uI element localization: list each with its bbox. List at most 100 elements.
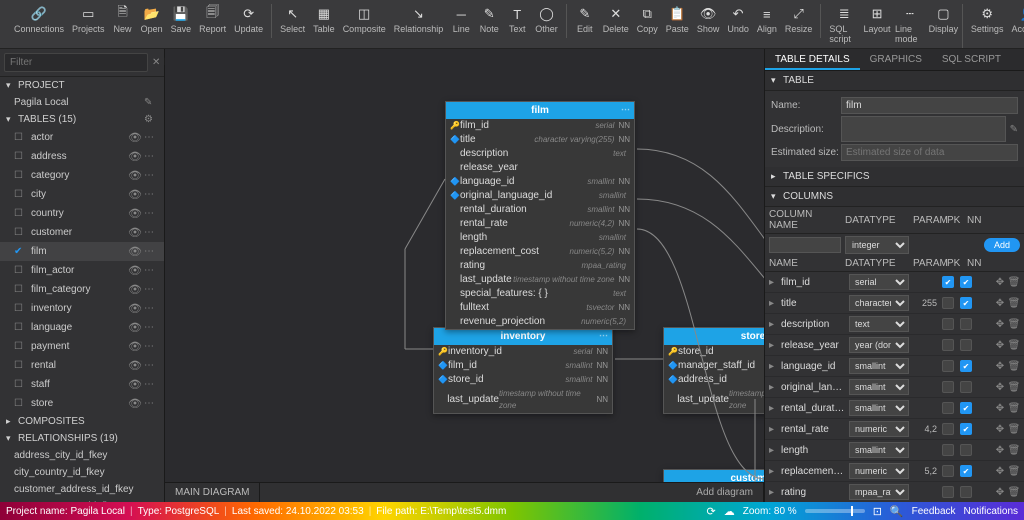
column-row[interactable]: rental_durationsmallintNN	[446, 203, 634, 217]
checkbox-icon[interactable]: ☐	[14, 379, 28, 391]
visibility-icon[interactable]: 👁	[128, 397, 144, 410]
delete-icon[interactable]: 🗑	[1008, 360, 1020, 372]
table-language[interactable]: ☐language👁⋯	[0, 318, 164, 337]
visibility-icon[interactable]: 👁	[128, 283, 144, 296]
update-button[interactable]: ⟳Update	[230, 4, 267, 38]
more-icon[interactable]: ⋯	[144, 303, 158, 314]
pk-checkbox[interactable]	[941, 318, 955, 330]
zoom-slider[interactable]	[805, 509, 865, 513]
delete-icon[interactable]: 🗑	[1008, 381, 1020, 393]
checkbox-icon[interactable]: ☐	[14, 208, 28, 220]
move-icon[interactable]: ✥	[994, 402, 1006, 414]
delete-icon[interactable]: 🗑	[1008, 465, 1020, 477]
other-button[interactable]: ◯Other	[531, 4, 562, 38]
new-col-type[interactable]: integer	[845, 236, 909, 254]
section-columns[interactable]: ▾COLUMNS	[765, 187, 1024, 207]
col-type-select[interactable]: year (domain)	[849, 337, 909, 353]
col-rental_duration[interactable]: ▸rental_durationsmallint✥🗑	[765, 398, 1024, 419]
checkbox-icon[interactable]: ✔	[14, 246, 28, 258]
visibility-icon[interactable]: 👁	[128, 245, 144, 258]
move-icon[interactable]: ✥	[994, 381, 1006, 393]
table-payment[interactable]: ☐payment👁⋯	[0, 337, 164, 356]
nn-checkbox[interactable]	[959, 276, 973, 288]
column-row[interactable]: 🔷titlecharacter varying(255)NN	[446, 133, 634, 147]
col-rental_rate[interactable]: ▸rental_ratenumeric4,2✥🗑	[765, 419, 1024, 440]
entity-header[interactable]: inventory⋯	[434, 328, 612, 345]
pk-checkbox[interactable]	[941, 276, 955, 288]
col-film_id[interactable]: ▸film_idserial✥🗑	[765, 272, 1024, 293]
more-icon[interactable]: ⋯	[144, 265, 158, 276]
column-row[interactable]: 🔷store_idsmallintNN	[434, 373, 612, 387]
filter-input[interactable]	[4, 53, 148, 72]
rel-city_country_id_fkey[interactable]: city_country_id_fkey	[0, 464, 164, 481]
column-row[interactable]: last_updatetimestamp without time zoneNN	[446, 273, 634, 287]
visibility-icon[interactable]: 👁	[128, 188, 144, 201]
nn-checkbox[interactable]	[959, 423, 973, 435]
props-tab-0[interactable]: TABLE DETAILS	[765, 49, 860, 70]
column-row[interactable]: fulltexttsvectorNN	[446, 301, 634, 315]
project-name[interactable]: Pagila Local✎	[0, 94, 164, 111]
column-row[interactable]: 🔷original_language_idsmallint	[446, 189, 634, 203]
display-button[interactable]: ▢Display	[929, 4, 958, 48]
table-category[interactable]: ☐category👁⋯	[0, 166, 164, 185]
more-icon[interactable]: ⋯	[144, 341, 158, 352]
col-replacement_co[interactable]: ▸replacement_conumeric5,2✥🗑	[765, 461, 1024, 482]
col-type-select[interactable]: text	[849, 316, 909, 332]
checkbox-icon[interactable]: ☐	[14, 322, 28, 334]
edit-icon[interactable]: ✎	[1010, 124, 1018, 135]
sql-script-button[interactable]: ≣SQL script	[825, 4, 863, 48]
more-icon[interactable]: ⋯	[144, 132, 158, 143]
entity-film[interactable]: film⋯🔑film_idserialNN🔷titlecharacter var…	[445, 101, 635, 330]
settings-button[interactable]: ⚙Settings	[967, 4, 1008, 38]
undo-button[interactable]: ↶Undo	[723, 4, 753, 38]
entity-menu-icon[interactable]: ⋯	[599, 330, 608, 341]
nn-checkbox[interactable]	[959, 318, 973, 330]
tab-main-diagram[interactable]: MAIN DIAGRAM	[165, 483, 260, 502]
props-tab-1[interactable]: GRAPHICS	[860, 49, 932, 70]
clear-filter-icon[interactable]: ✕	[152, 57, 160, 68]
column-row[interactable]: 🔑film_idserialNN	[446, 119, 634, 133]
visibility-icon[interactable]: 👁	[128, 131, 144, 144]
delete-icon[interactable]: 🗑	[1008, 402, 1020, 414]
col-type-select[interactable]: mpaa_rating (en	[849, 484, 909, 500]
visibility-icon[interactable]: 👁	[128, 378, 144, 391]
move-icon[interactable]: ✥	[994, 465, 1006, 477]
show-button[interactable]: 👁Show	[693, 4, 724, 38]
nn-checkbox[interactable]	[959, 402, 973, 414]
move-icon[interactable]: ✥	[994, 486, 1006, 498]
col-release_year[interactable]: ▸release_yearyear (domain)✥🗑	[765, 335, 1024, 356]
table-name-input[interactable]	[841, 97, 1018, 114]
zoom-reset-icon[interactable]: ⊡	[873, 505, 882, 518]
table-customer[interactable]: ☐customer👁⋯	[0, 223, 164, 242]
align-button[interactable]: ≡Align	[753, 4, 781, 38]
entity-header[interactable]: store⋯	[664, 328, 764, 345]
composite-button[interactable]: ◫Composite	[339, 4, 390, 38]
diagram-canvas[interactable]: address_addressaddress2districtcity_idpo…	[165, 49, 764, 502]
checkbox-icon[interactable]: ☐	[14, 227, 28, 239]
nn-checkbox[interactable]	[959, 444, 973, 456]
pk-checkbox[interactable]	[941, 297, 955, 309]
connections-button[interactable]: 🔗Connections	[10, 4, 68, 38]
visibility-icon[interactable]: 👁	[128, 226, 144, 239]
pk-checkbox[interactable]	[941, 402, 955, 414]
pk-checkbox[interactable]	[941, 339, 955, 351]
search-icon[interactable]: 🔍	[890, 505, 904, 518]
col-type-select[interactable]: smallint	[849, 358, 909, 374]
more-icon[interactable]: ⋯	[144, 170, 158, 181]
more-icon[interactable]: ⋯	[144, 322, 158, 333]
move-icon[interactable]: ✥	[994, 318, 1006, 330]
move-icon[interactable]: ✥	[994, 360, 1006, 372]
move-icon[interactable]: ✥	[994, 297, 1006, 309]
tree-header[interactable]: ▾TABLES (15)⚙	[0, 111, 164, 128]
nn-checkbox[interactable]	[959, 339, 973, 351]
add-column-button[interactable]: Add	[984, 238, 1020, 252]
table-staff[interactable]: ☐staff👁⋯	[0, 375, 164, 394]
col-rating[interactable]: ▸ratingmpaa_rating (en✥🗑	[765, 482, 1024, 502]
visibility-icon[interactable]: 👁	[128, 169, 144, 182]
column-row[interactable]: release_year	[446, 161, 634, 175]
visibility-icon[interactable]: 👁	[128, 264, 144, 277]
add-diagram-button[interactable]: Add diagram	[686, 483, 764, 502]
checkbox-icon[interactable]: ☐	[14, 151, 28, 163]
delete-icon[interactable]: 🗑	[1008, 297, 1020, 309]
col-type-select[interactable]: smallint	[849, 400, 909, 416]
